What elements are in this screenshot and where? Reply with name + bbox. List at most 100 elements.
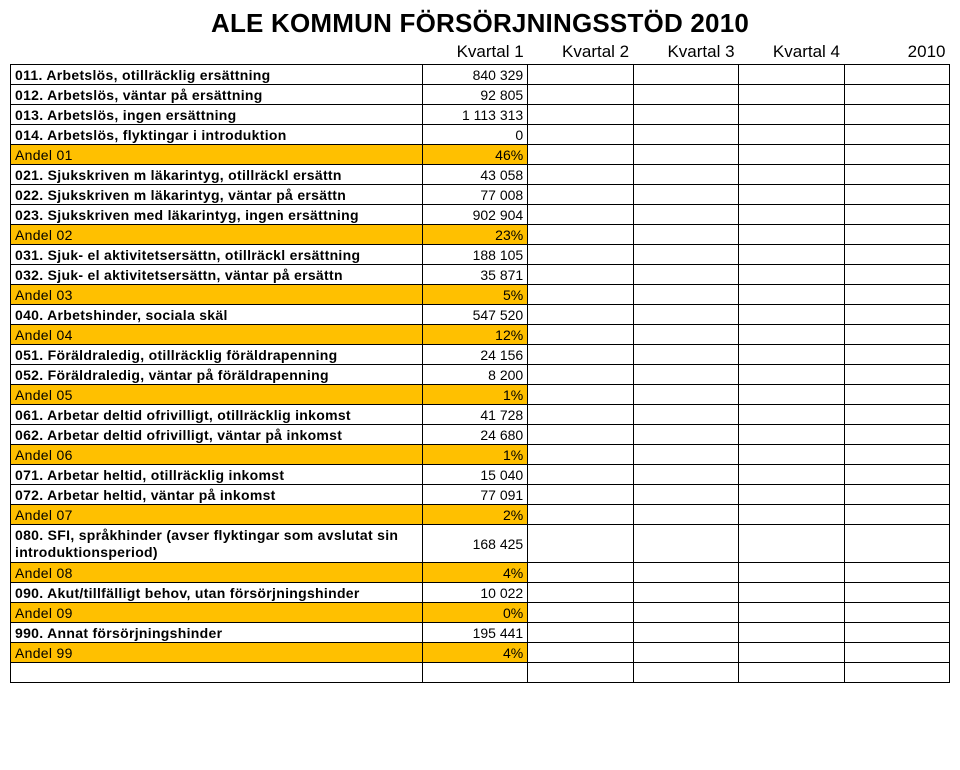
empty-cell bbox=[739, 485, 844, 505]
empty-cell bbox=[633, 65, 738, 85]
empty-cell bbox=[528, 145, 633, 165]
empty-cell bbox=[528, 603, 633, 623]
row-value: 8 200 bbox=[422, 365, 527, 385]
empty-cell bbox=[739, 265, 844, 285]
empty-cell bbox=[844, 285, 950, 305]
row-value: 77 091 bbox=[422, 485, 527, 505]
row-label: 032. Sjuk- el aktivitetsersättn, väntar … bbox=[11, 265, 423, 285]
empty-cell bbox=[528, 583, 633, 603]
empty-cell bbox=[528, 505, 633, 525]
table-row: 990. Annat försörjningshinder195 441 bbox=[11, 623, 950, 643]
row-label: 090. Akut/tillfälligt behov, utan försör… bbox=[11, 583, 423, 603]
row-value: 12% bbox=[422, 325, 527, 345]
empty-cell bbox=[844, 125, 950, 145]
empty-cell bbox=[844, 85, 950, 105]
row-label: 061. Arbetar deltid ofrivilligt, otillrä… bbox=[11, 405, 423, 425]
empty-cell bbox=[844, 265, 950, 285]
empty-cell bbox=[739, 583, 844, 603]
row-value: 46% bbox=[422, 145, 527, 165]
table-row: 012. Arbetslös, väntar på ersättning92 8… bbox=[11, 85, 950, 105]
row-label: 071. Arbetar heltid, otillräcklig inkoms… bbox=[11, 465, 423, 485]
row-label: 023. Sjukskriven med läkarintyg, ingen e… bbox=[11, 205, 423, 225]
empty-cell bbox=[528, 265, 633, 285]
empty-cell bbox=[633, 225, 738, 245]
row-label: Andel 04 bbox=[11, 325, 423, 345]
table-row: 071. Arbetar heltid, otillräcklig inkoms… bbox=[11, 465, 950, 485]
empty-cell bbox=[633, 265, 738, 285]
table-row: Andel 090% bbox=[11, 603, 950, 623]
row-value: 195 441 bbox=[422, 623, 527, 643]
table-row: 014. Arbetslös, flyktingar i introduktio… bbox=[11, 125, 950, 145]
document-container: ALE KOMMUN FÖRSÖRJNINGSSTÖD 2010 Kvartal… bbox=[0, 0, 960, 693]
row-label: 040. Arbetshinder, sociala skäl bbox=[11, 305, 423, 325]
header-col-2: Kvartal 3 bbox=[633, 41, 738, 65]
empty-cell bbox=[844, 583, 950, 603]
row-value: 77 008 bbox=[422, 185, 527, 205]
empty-cell bbox=[633, 205, 738, 225]
row-value: 4% bbox=[422, 643, 527, 663]
empty-cell bbox=[633, 365, 738, 385]
table-row: 072. Arbetar heltid, väntar på inkomst77… bbox=[11, 485, 950, 505]
table-row: Andel 0223% bbox=[11, 225, 950, 245]
empty-cell bbox=[528, 525, 633, 563]
table-row: 032. Sjuk- el aktivitetsersättn, väntar … bbox=[11, 265, 950, 285]
empty-cell bbox=[844, 185, 950, 205]
empty-cell bbox=[528, 663, 633, 683]
empty-cell bbox=[633, 663, 738, 683]
table-row: 052. Föräldraledig, väntar på föräldrape… bbox=[11, 365, 950, 385]
empty-cell bbox=[633, 525, 738, 563]
row-value: 10 022 bbox=[422, 583, 527, 603]
table-row: 031. Sjuk- el aktivitetsersättn, otillrä… bbox=[11, 245, 950, 265]
empty-cell bbox=[844, 65, 950, 85]
empty-cell bbox=[844, 425, 950, 445]
table-row: 040. Arbetshinder, sociala skäl547 520 bbox=[11, 305, 950, 325]
empty-cell bbox=[739, 165, 844, 185]
table-row: 080. SFI, språkhinder (avser flyktingar … bbox=[11, 525, 950, 563]
empty-cell bbox=[844, 245, 950, 265]
empty-cell bbox=[528, 563, 633, 583]
empty-cell bbox=[633, 425, 738, 445]
empty-cell bbox=[739, 325, 844, 345]
header-row: Kvartal 1 Kvartal 2 Kvartal 3 Kvartal 4 … bbox=[11, 41, 950, 65]
table-row: 011. Arbetslös, otillräcklig ersättning8… bbox=[11, 65, 950, 85]
empty-cell bbox=[844, 365, 950, 385]
empty-cell bbox=[739, 623, 844, 643]
row-value: 5% bbox=[422, 285, 527, 305]
empty-cell bbox=[844, 445, 950, 465]
empty-cell bbox=[739, 385, 844, 405]
empty-cell bbox=[739, 345, 844, 365]
table-body: 011. Arbetslös, otillräcklig ersättning8… bbox=[11, 65, 950, 683]
row-label bbox=[11, 663, 423, 683]
empty-cell bbox=[633, 85, 738, 105]
table-row: Andel 061% bbox=[11, 445, 950, 465]
empty-cell bbox=[739, 105, 844, 125]
empty-cell bbox=[528, 365, 633, 385]
empty-cell bbox=[739, 225, 844, 245]
row-value: 1% bbox=[422, 445, 527, 465]
empty-cell bbox=[739, 525, 844, 563]
row-value: 0% bbox=[422, 603, 527, 623]
row-label: 052. Föräldraledig, väntar på föräldrape… bbox=[11, 365, 423, 385]
empty-cell bbox=[633, 465, 738, 485]
empty-cell bbox=[633, 285, 738, 305]
empty-cell bbox=[633, 345, 738, 365]
empty-cell bbox=[844, 603, 950, 623]
row-value: 2% bbox=[422, 505, 527, 525]
empty-cell bbox=[739, 245, 844, 265]
empty-cell bbox=[633, 485, 738, 505]
empty-cell bbox=[528, 65, 633, 85]
empty-cell bbox=[844, 385, 950, 405]
row-label: 013. Arbetslös, ingen ersättning bbox=[11, 105, 423, 125]
header-col-4: 2010 bbox=[844, 41, 950, 65]
row-value: 168 425 bbox=[422, 525, 527, 563]
empty-cell bbox=[633, 125, 738, 145]
row-value: 35 871 bbox=[422, 265, 527, 285]
empty-cell bbox=[739, 145, 844, 165]
empty-cell bbox=[633, 563, 738, 583]
row-value: 840 329 bbox=[422, 65, 527, 85]
row-label: Andel 09 bbox=[11, 603, 423, 623]
document-title: ALE KOMMUN FÖRSÖRJNINGSSTÖD 2010 bbox=[10, 8, 950, 39]
table-row: Andel 084% bbox=[11, 563, 950, 583]
empty-cell bbox=[844, 205, 950, 225]
empty-cell bbox=[633, 185, 738, 205]
